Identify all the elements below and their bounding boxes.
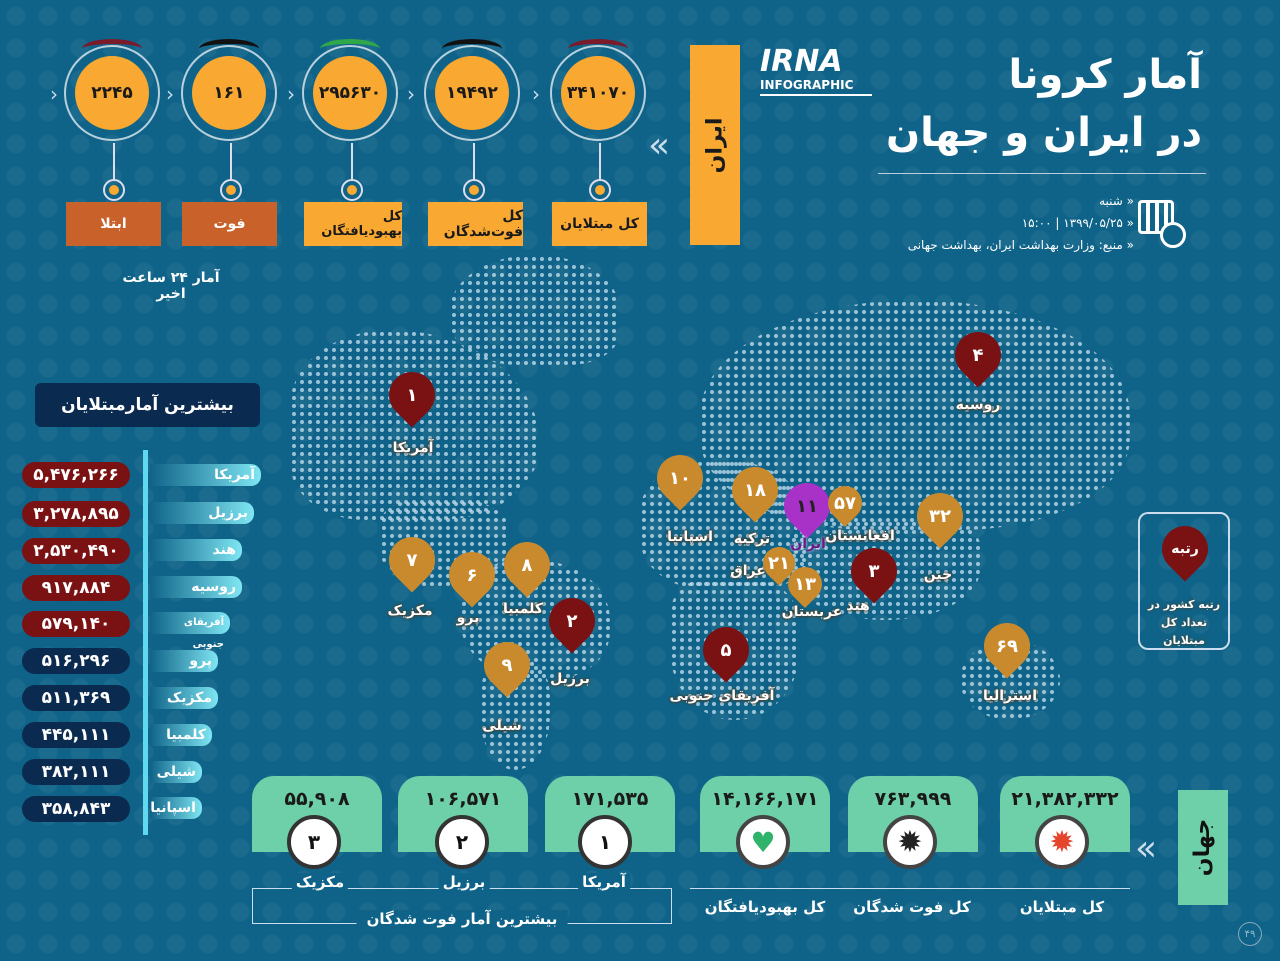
page-title: آمار کرونا در ایران و جهان bbox=[885, 52, 1202, 156]
top-cases-title: بیشترین آمارمبتلایان bbox=[35, 383, 260, 427]
iran-label-box: ایران bbox=[690, 45, 740, 245]
irna-logo: IRNA INFOGRAPHIC bbox=[760, 46, 872, 96]
last-24h-caption: آمار ۲۴ ساعت اخیر bbox=[122, 270, 220, 302]
title-divider bbox=[878, 173, 1206, 174]
top-deaths-title: بیشترین آمار فوت شدگان bbox=[356, 910, 568, 928]
clock-icon bbox=[1160, 222, 1186, 248]
top-cases-divider bbox=[143, 450, 148, 835]
virus-red-icon: ✹ bbox=[1035, 815, 1089, 869]
world-axis-line bbox=[690, 888, 1130, 889]
map-legend: رتبه رتبه کشور در تعداد کل مبتلایان bbox=[1138, 512, 1230, 650]
calendar-clock-icon bbox=[1138, 200, 1174, 234]
world-label-box: جهان bbox=[1178, 790, 1228, 905]
date-info: « شنبه « ۱۳۹۹/۰۵/۲۵ | ۱۵:۰۰ « منبع: وزار… bbox=[907, 194, 1134, 252]
heart-pulse-icon: ♥ bbox=[736, 815, 790, 869]
virus-black-icon: ✹ bbox=[883, 815, 937, 869]
page-number: ۴۹ bbox=[1238, 922, 1262, 946]
legend-pin-icon: رتبه bbox=[1152, 516, 1218, 582]
chevrons-icon: « bbox=[648, 125, 671, 166]
chevrons-icon: « bbox=[1135, 828, 1158, 869]
